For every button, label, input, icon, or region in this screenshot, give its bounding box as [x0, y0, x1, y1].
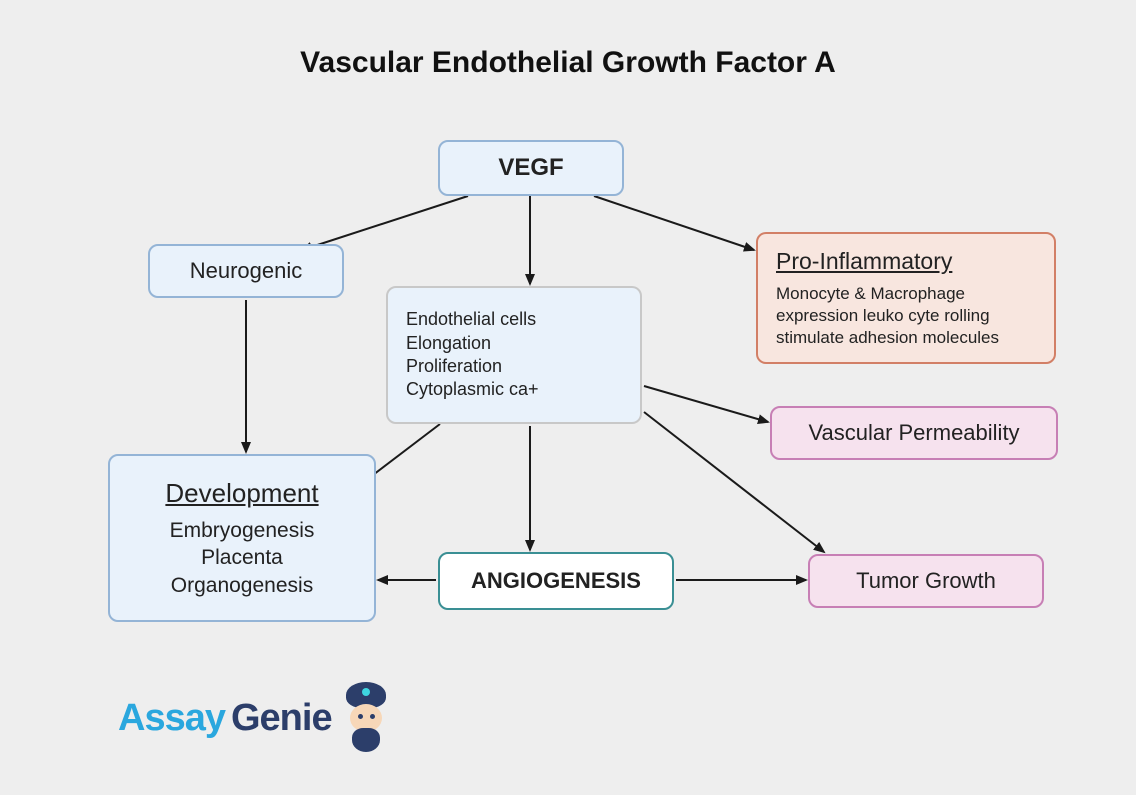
node-proinflammatory: Pro-Inflammatory Monocyte & Macrophage e… — [756, 232, 1056, 364]
node-endothelial: Endothelial cells Elongation Proliferati… — [386, 286, 642, 424]
node-vascular-permeability: Vascular Permeability — [770, 406, 1058, 460]
node-vegf: VEGF — [438, 140, 624, 196]
endothelial-line-0: Endothelial cells — [406, 308, 622, 331]
logo-word-1: Assay — [118, 697, 225, 740]
vascperm-label: Vascular Permeability — [808, 419, 1019, 448]
edge-vegf-to-proinflammatory — [594, 196, 754, 250]
node-development: Development Embryogenesis Placenta Organ… — [108, 454, 376, 622]
proinflammatory-sub: Monocyte & Macrophage expression leuko c… — [776, 283, 1036, 349]
node-tumor-growth: Tumor Growth — [808, 554, 1044, 608]
tumor-label: Tumor Growth — [856, 567, 996, 596]
proinflammatory-heading: Pro-Inflammatory — [776, 247, 952, 277]
genie-icon — [338, 682, 394, 754]
development-line-1: Placenta — [170, 544, 315, 571]
node-angiogenesis: ANGIOGENESIS — [438, 552, 674, 610]
node-vegf-label: VEGF — [498, 152, 563, 183]
development-line-2: Organogenesis — [170, 572, 315, 599]
diagram-canvas: Vascular Endothelial Growth Factor A VEG… — [0, 0, 1136, 795]
brand-logo: AssayGenie — [118, 682, 394, 754]
logo-word-2: Genie — [231, 697, 332, 740]
node-neurogenic: Neurogenic — [148, 244, 344, 298]
endothelial-line-1: Elongation — [406, 332, 622, 355]
development-line-0: Embryogenesis — [170, 517, 315, 544]
angiogenesis-label: ANGIOGENESIS — [471, 567, 641, 596]
endothelial-line-2: Proliferation — [406, 355, 622, 378]
edge-vegf-to-neurogenic — [302, 196, 468, 250]
diagram-title: Vascular Endothelial Growth Factor A — [0, 46, 1136, 80]
node-neurogenic-label: Neurogenic — [190, 257, 303, 286]
development-heading: Development — [165, 477, 318, 511]
edge-endothelial-to-vascperm — [644, 386, 768, 422]
endothelial-line-3: Cytoplasmic ca+ — [406, 378, 622, 401]
